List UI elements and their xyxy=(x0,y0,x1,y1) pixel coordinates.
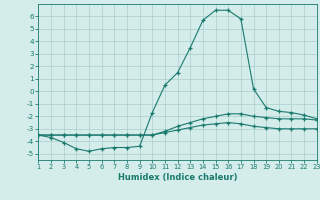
X-axis label: Humidex (Indice chaleur): Humidex (Indice chaleur) xyxy=(118,173,237,182)
